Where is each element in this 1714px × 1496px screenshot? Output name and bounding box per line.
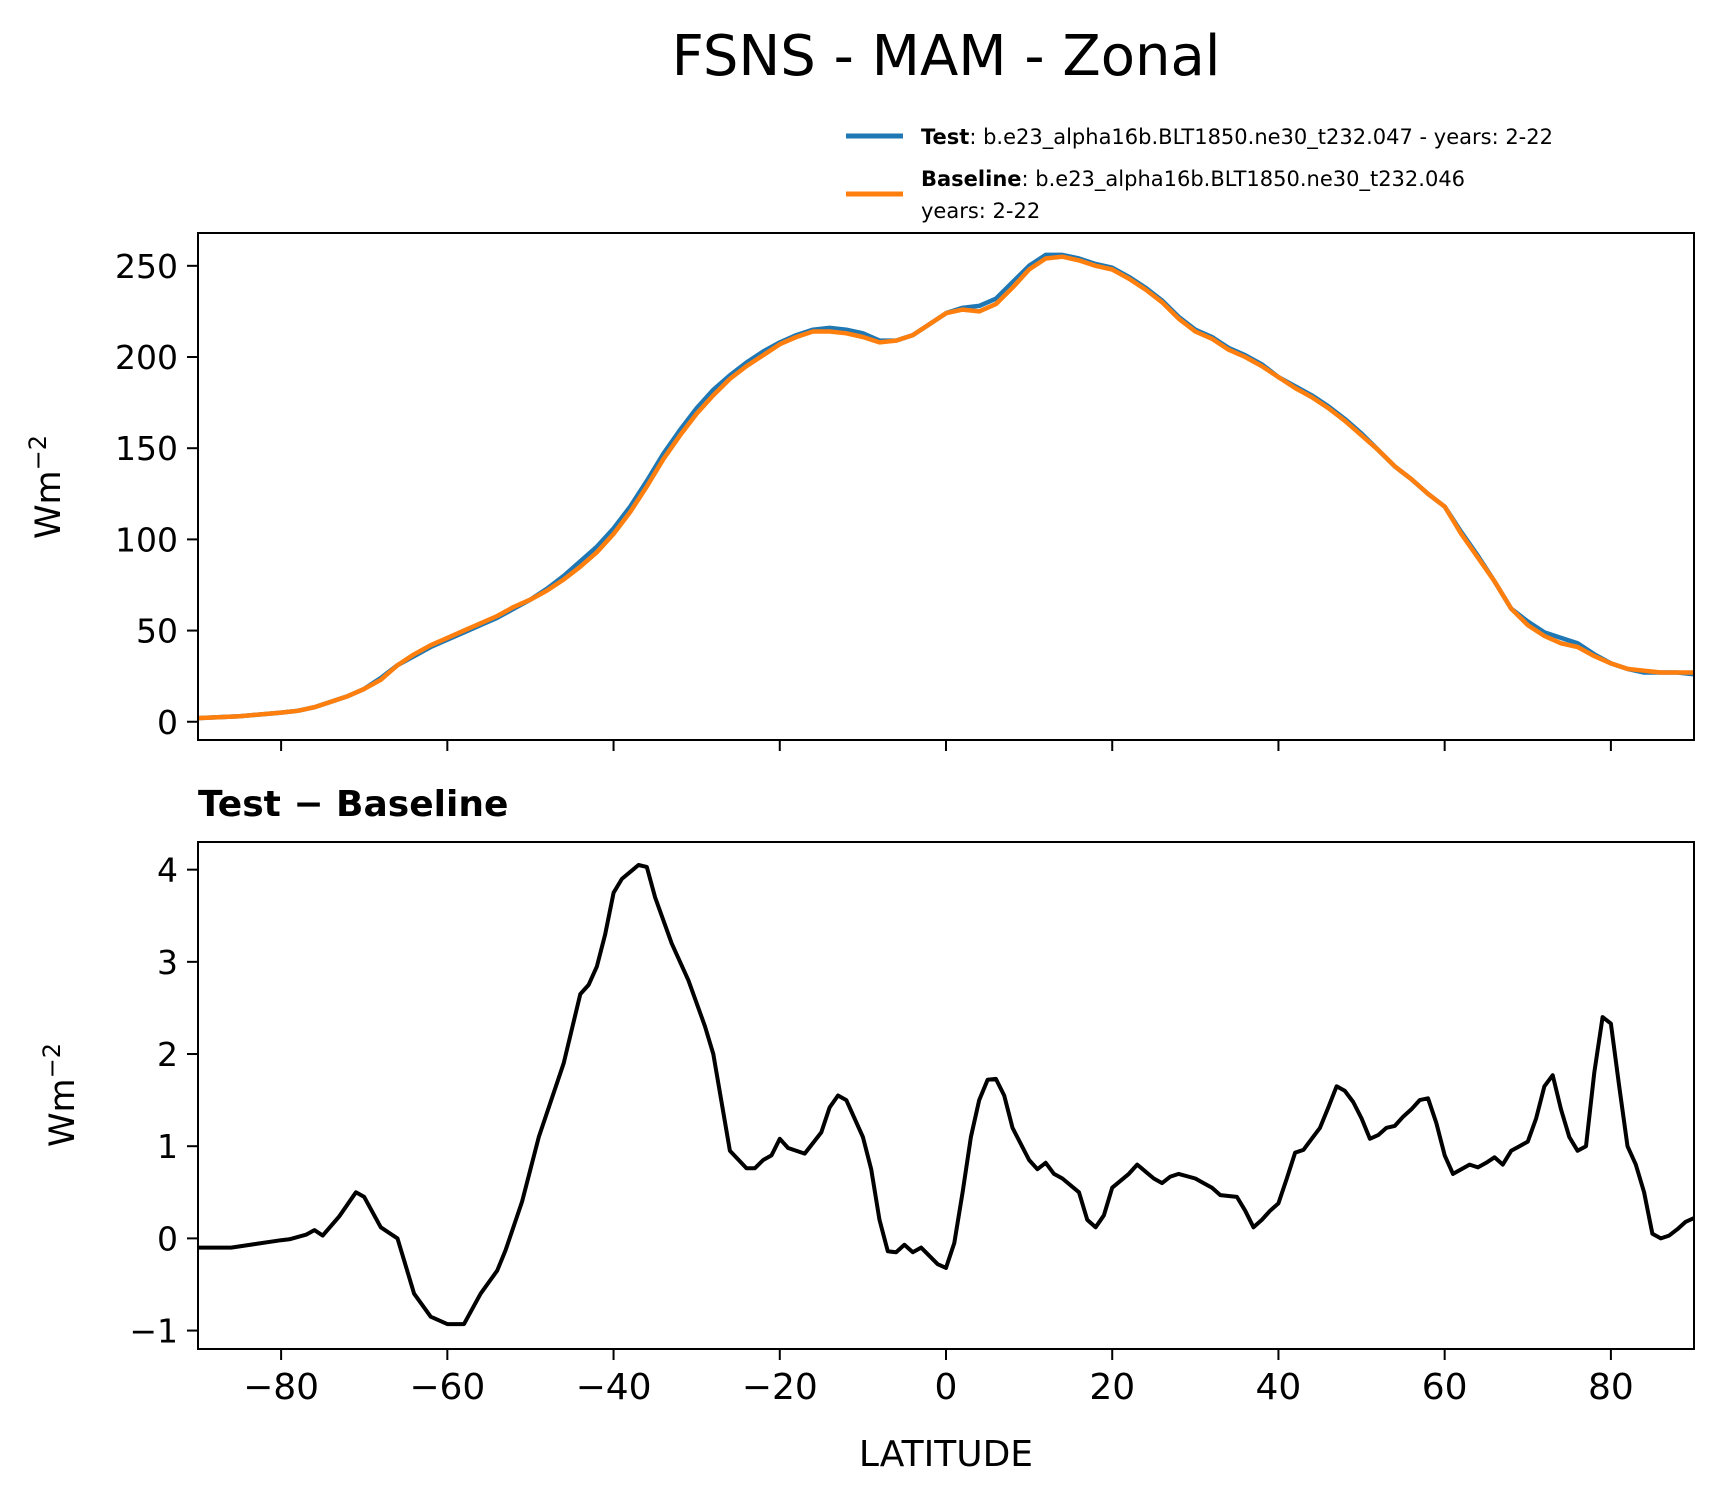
- bottom-panel: Test − Baseline −1 0 1 2 3 4 −80 −60 −40 −20 0 20 4…: [38, 784, 1695, 1475]
- x-tick-label: −20: [742, 1367, 818, 1408]
- bottom-x-axis: −80 −60 −40 −20 0 20 40 60 80: [243, 1349, 1634, 1408]
- top-series-group: [197, 252, 1695, 721]
- x-tick-label: 0: [935, 1367, 958, 1408]
- y-tick-label: 100: [115, 520, 178, 559]
- y-tick-label: 150: [115, 429, 178, 468]
- legend-baseline-years: years: 2-22: [921, 199, 1040, 223]
- series-line-test-baseline: [198, 863, 1695, 1327]
- bottom-series-group: [198, 863, 1695, 1327]
- x-tick-label: 40: [1256, 1367, 1302, 1408]
- bottom-y-axis: −1 0 1 2 3 4: [129, 851, 198, 1351]
- x-tick-label: −40: [576, 1367, 652, 1408]
- x-tick-label: 60: [1422, 1367, 1468, 1408]
- y-tick-label: 0: [157, 703, 178, 742]
- legend-baseline-label: Baseline: b.e23_alpha16b.BLT1850.ne30_t2…: [921, 167, 1465, 192]
- y-tick-label: 250: [115, 247, 178, 286]
- top-y-label: Wm−2: [24, 435, 69, 539]
- y-tick-label: −1: [129, 1312, 178, 1351]
- y-tick-label: 1: [157, 1127, 178, 1166]
- x-tick-label: 20: [1089, 1367, 1135, 1408]
- legend: Test: b.e23_alpha16b.BLT1850.ne30_t232.0…: [846, 125, 1553, 223]
- x-tick-label: 80: [1588, 1367, 1634, 1408]
- bottom-panel-title: Test − Baseline: [198, 784, 508, 825]
- y-tick-label: 0: [157, 1219, 178, 1258]
- x-tick-label: −80: [243, 1367, 319, 1408]
- y-tick-label: 3: [157, 943, 178, 982]
- bottom-y-label: Wm−2: [38, 1043, 83, 1147]
- top-panel: 0 50 100 150 200 250 Wm−2: [24, 232, 1695, 751]
- top-y-axis: 0 50 100 150 200 250: [115, 247, 198, 742]
- y-tick-label: 200: [115, 338, 178, 377]
- top-x-axis: [280, 740, 1612, 751]
- top-axes-frame: [197, 232, 1695, 741]
- legend-test-label: Test: b.e23_alpha16b.BLT1850.ne30_t232.0…: [921, 125, 1553, 150]
- figure-title: FSNS - MAM - Zonal: [672, 24, 1221, 89]
- bottom-axes-frame: [197, 841, 1695, 1350]
- y-tick-label: 2: [157, 1035, 178, 1074]
- x-tick-label: −60: [409, 1367, 485, 1408]
- y-tick-label: 50: [136, 612, 178, 651]
- y-tick-label: 4: [157, 851, 178, 890]
- series-line-baseline: [197, 254, 1694, 721]
- x-axis-label: LATITUDE: [859, 1434, 1033, 1475]
